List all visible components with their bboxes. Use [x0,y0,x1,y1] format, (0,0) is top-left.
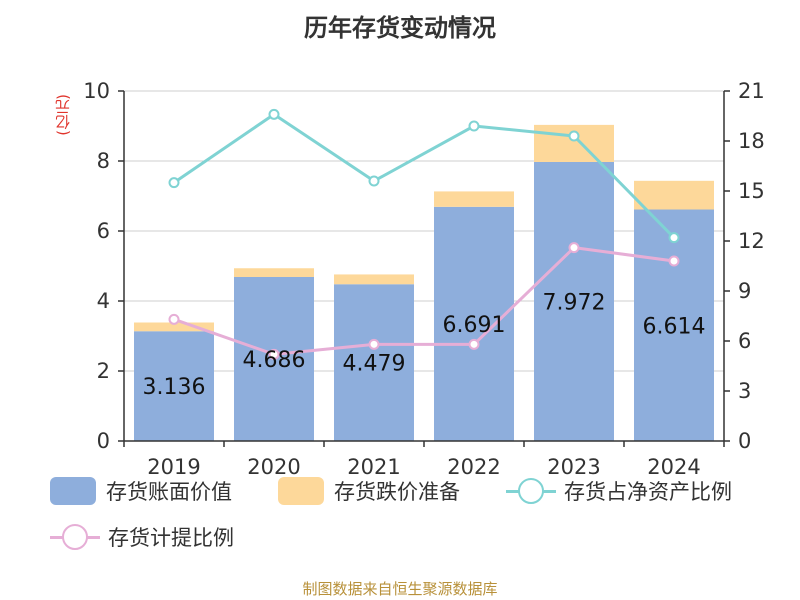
bar-book-value [134,331,214,441]
lines [168,108,680,360]
bar-value-label: 6.614 [643,314,706,339]
bars [134,124,714,442]
legend: 存货账面价值 存货跌价准备 存货占净资产比例 存货计提比例 [0,470,800,560]
point-provision-ratio [368,338,380,350]
right-tick-label: 6 [738,329,751,353]
bar-book-value [434,206,514,441]
right-tick-label: 15 [738,179,765,203]
bar-book-value [534,161,614,442]
legend-label: 存货计提比例 [108,526,234,550]
x-tick-label: 2024 [647,455,700,479]
legend-label: 存货账面价值 [106,480,232,504]
left-tick-label: 0 [97,429,110,453]
bar-impairment [534,124,614,162]
point-provision-ratio [668,255,680,267]
bar-impairment [434,191,514,207]
point-provision-ratio [568,242,580,254]
legend-item-provision-ratio: 存货计提比例 [50,522,234,552]
x-tick-label: 2022 [447,455,500,479]
point-ratio-net-assets [468,120,480,132]
point-provision-ratio [268,348,280,360]
axes: 0 2 4 6 8 10 0 3 6 9 12 15 18 21 2019 2020 2021 2022 2023 2… [83,79,764,479]
bar-impairment [634,180,714,210]
legend-line-ratio-net-assets [506,477,556,505]
point-provision-ratio [168,313,180,325]
left-tick-label: 4 [97,289,110,313]
bar-book-value [334,284,414,441]
point-provision-ratio [468,338,480,350]
legend-swatch-impairment [278,477,324,505]
point-ratio-net-assets [668,232,680,244]
point-ratio-net-assets [168,177,180,189]
chart-title: 历年存货变动情况 [304,14,496,42]
line-ratio-net-assets [173,112,676,239]
data-labels: 3.136 4.686 4.479 6.691 7.972 6.614 [143,290,706,400]
legend-swatch-book-value [50,477,96,505]
legend-line-provision-ratio [50,523,100,551]
point-ratio-net-assets [368,175,380,187]
bar-book-value [634,209,714,441]
legend-item-book-value: 存货账面价值 [50,476,232,506]
bar-impairment [234,268,314,277]
right-tick-label: 0 [738,429,751,453]
left-tick-label: 10 [83,79,110,103]
bar-impairment [134,322,214,332]
point-ratio-net-assets [568,130,580,142]
left-tick-label: 6 [97,219,110,243]
left-tick-label: 8 [97,149,110,173]
bar-impairment [334,274,414,285]
legend-item-ratio-net-assets: 存货占净资产比例 [506,476,732,506]
x-tick-label: 2020 [247,455,300,479]
x-tick-label: 2021 [347,455,400,479]
point-ratio-net-assets [268,108,280,120]
right-tick-label: 3 [738,379,751,403]
left-tick-label: 2 [97,359,110,383]
legend-label: 存货占净资产比例 [564,480,732,504]
right-tick-label: 18 [738,129,765,153]
grid [124,90,724,372]
right-tick-label: 21 [738,79,765,103]
bar-value-label: 3.136 [143,375,206,400]
bar-value-label: 4.479 [343,352,406,377]
line-provision-ratio [173,246,675,356]
legend-item-impairment: 存货跌价准备 [278,476,460,506]
bar-value-label: 6.691 [443,313,506,338]
legend-label: 存货跌价准备 [334,480,460,504]
right-tick-label: 12 [738,229,765,253]
x-tick-label: 2019 [147,455,200,479]
bar-value-label: 4.686 [243,348,306,373]
right-tick-label: 9 [738,279,751,303]
x-tick-label: 2023 [547,455,600,479]
bar-value-label: 7.972 [543,290,606,315]
data-source: 制图数据来自恒生聚源数据库 [302,580,498,598]
